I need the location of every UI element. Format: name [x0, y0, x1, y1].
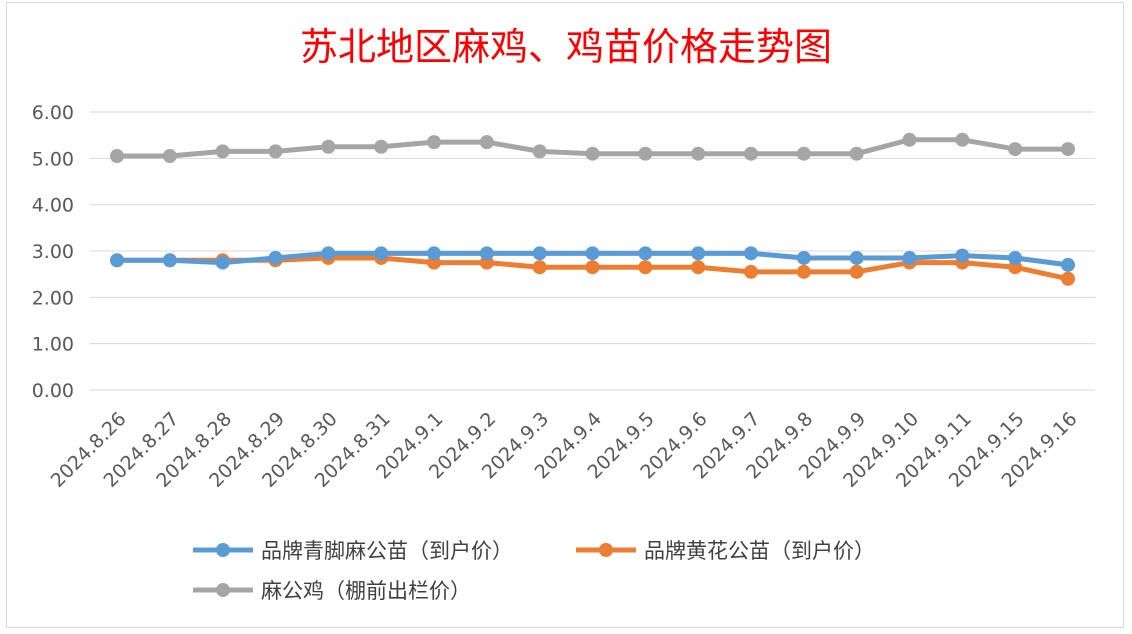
data-point: [374, 139, 389, 154]
data-point: [796, 264, 811, 279]
data-point: [849, 250, 864, 265]
data-point: [902, 250, 917, 265]
data-point: [215, 144, 230, 159]
data-point: [268, 144, 283, 159]
data-point: [532, 260, 547, 275]
data-point: [691, 146, 706, 161]
data-point: [427, 246, 441, 261]
y-tick-label: 6.00: [32, 102, 74, 124]
data-point: [744, 264, 758, 279]
legend-label: 品牌青脚麻公苗（到户价）: [261, 539, 513, 563]
data-point: [110, 149, 124, 164]
data-point: [585, 246, 600, 261]
data-point: [691, 260, 706, 275]
data-point: [1061, 142, 1075, 157]
data-point: [744, 246, 758, 261]
y-tick-label: 1.00: [32, 334, 74, 356]
data-point: [479, 246, 494, 261]
data-point: [849, 146, 864, 161]
data-point: [321, 246, 336, 261]
data-point: [691, 246, 706, 261]
data-point: [1008, 250, 1023, 265]
data-point: [585, 260, 600, 275]
data-point: [215, 255, 230, 270]
chart-title: 苏北地区麻鸡、鸡苗价格走势图: [300, 25, 832, 69]
data-point: [427, 135, 441, 150]
legend-label: 麻公鸡（棚前出栏价）: [261, 579, 471, 603]
y-axis-ticks: 0.00 1.00 2.00 3.00 4.00 5.00 6.00: [32, 102, 74, 402]
chart-frame: [6, 2, 1124, 628]
data-point: [902, 132, 917, 147]
data-point: [955, 248, 970, 263]
y-tick-label: 0.00: [32, 380, 74, 402]
data-point: [162, 149, 177, 164]
data-point: [374, 246, 389, 261]
data-point: [1061, 257, 1075, 272]
y-tick-label: 3.00: [32, 241, 74, 263]
y-tick-label: 4.00: [32, 195, 74, 217]
data-point: [321, 139, 336, 154]
legend-label: 品牌黄花公苗（到户价）: [644, 539, 875, 563]
data-point: [585, 146, 600, 161]
legend: 品牌青脚麻公苗（到户价） 品牌黄花公苗（到户价） 麻公鸡（棚前出栏价）: [193, 539, 875, 603]
data-point: [532, 144, 547, 159]
x-axis-ticks: 2024.8.262024.8.272024.8.282024.8.292024…: [47, 408, 1082, 492]
series-group: [110, 132, 1075, 286]
y-tick-label: 5.00: [32, 148, 74, 170]
legend-marker: [599, 543, 613, 557]
y-tick-label: 2.00: [32, 287, 74, 309]
data-point: [638, 146, 653, 161]
data-point: [532, 246, 547, 261]
data-point: [268, 250, 283, 265]
data-point: [849, 264, 864, 279]
data-point: [638, 246, 653, 261]
data-point: [744, 146, 758, 161]
legend-marker: [216, 583, 230, 597]
data-point: [796, 250, 811, 265]
data-point: [796, 146, 811, 161]
data-point: [479, 135, 494, 150]
data-point: [638, 260, 653, 275]
data-point: [110, 253, 124, 268]
data-point: [1061, 271, 1075, 286]
data-point: [955, 132, 970, 147]
data-point: [162, 253, 177, 268]
data-point: [1008, 142, 1023, 157]
legend-marker: [216, 543, 230, 557]
